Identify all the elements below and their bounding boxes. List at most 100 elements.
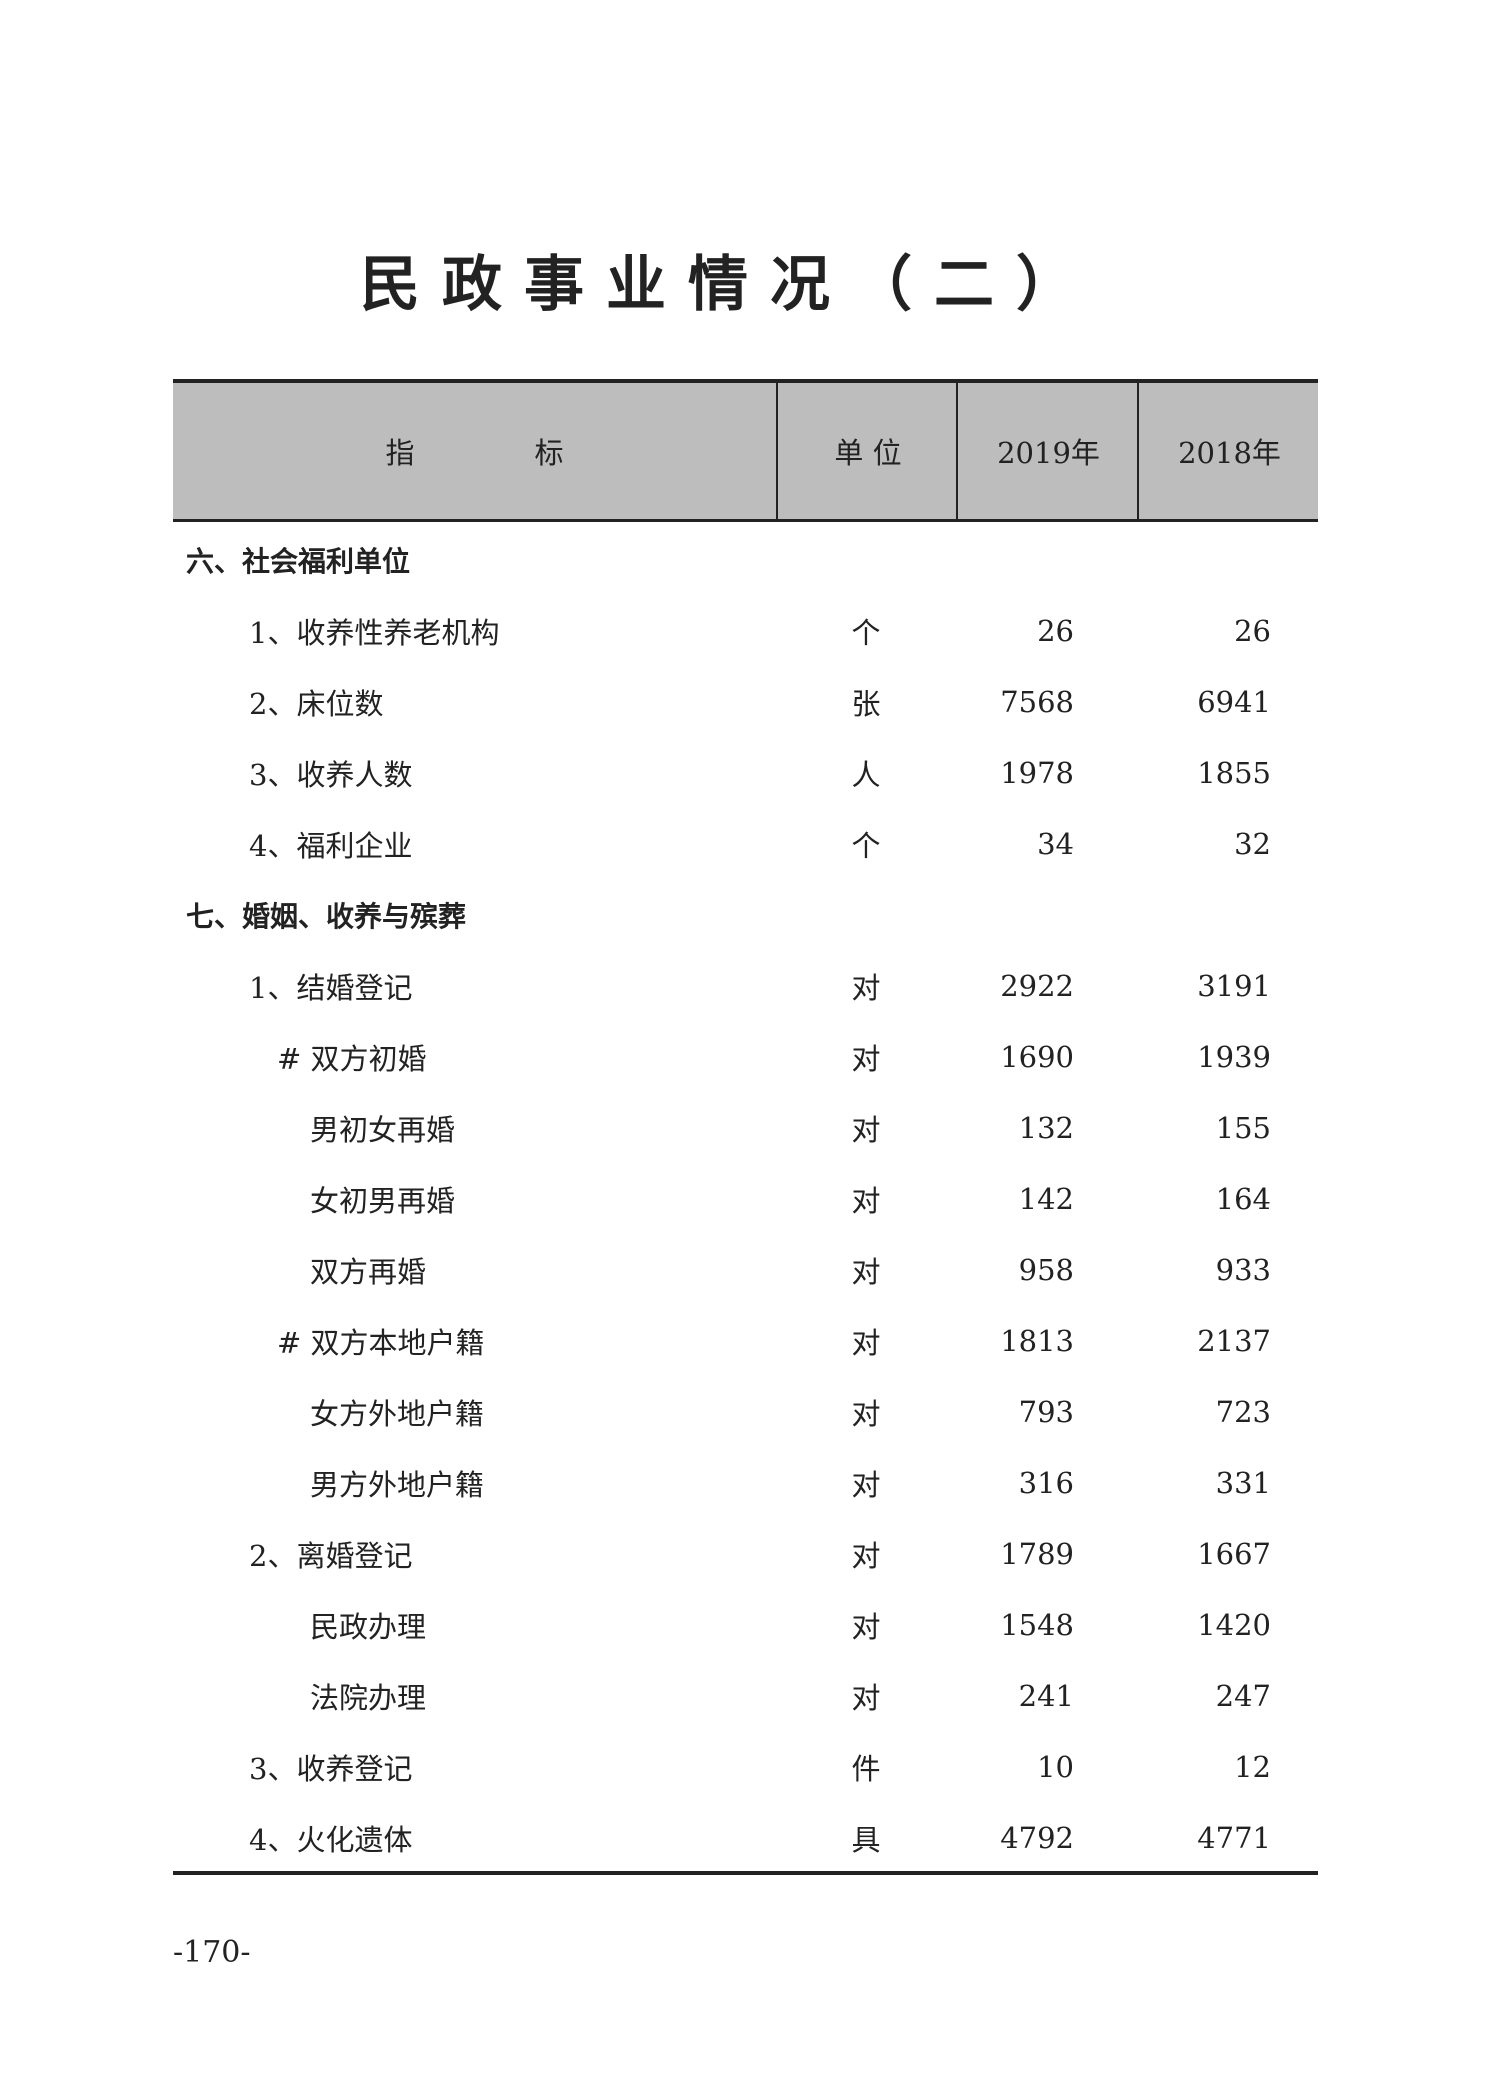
table-row: 1、结婚登记 对 2922 3191	[173, 950, 1318, 1021]
value-2019: 1978	[1000, 755, 1074, 790]
table-row: 4、福利企业 个 34 32	[173, 808, 1318, 879]
table-row: 男方外地户籍 对 316 331	[173, 1447, 1318, 1518]
page-title: 民政事业情况（二）	[360, 250, 1098, 320]
value-2018: 1939	[1197, 1039, 1271, 1074]
row-unit: 具	[851, 1822, 881, 1857]
row-label: 六、社会福利单位	[186, 544, 411, 578]
row-label: 女初男再婚	[310, 1183, 456, 1218]
row-unit: 张	[851, 686, 881, 721]
header-indicator-b: 标	[534, 436, 564, 470]
value-2018: 247	[1215, 1678, 1271, 1713]
table-row: 法院办理 对 241 247	[173, 1660, 1318, 1731]
value-2018: 4771	[1197, 1820, 1271, 1855]
row-unit: 对	[851, 970, 881, 1005]
row-label: 2、床位数	[249, 686, 384, 721]
table-row: 4、火化遗体 具 4792 4771	[173, 1802, 1318, 1873]
row-unit: 个	[851, 828, 881, 863]
table-row: 2、离婚登记 对 1789 1667	[173, 1518, 1318, 1589]
table-row: 3、收养人数 人 1978 1855	[173, 737, 1318, 808]
table-bottom-rule	[173, 1871, 1318, 1875]
row-unit: 个	[851, 615, 881, 650]
row-unit: 对	[851, 1112, 881, 1147]
value-2018: 933	[1215, 1252, 1271, 1287]
row-label: 七、婚姻、收养与殡葬	[186, 899, 467, 933]
row-unit: 对	[851, 1680, 881, 1715]
row-unit: 对	[851, 1609, 881, 1644]
row-label: 法院办理	[310, 1680, 427, 1715]
value-2019: 7568	[1000, 684, 1074, 719]
section-row: 七、婚姻、收养与殡葬	[173, 879, 1318, 950]
row-label: 2、离婚登记	[249, 1538, 413, 1573]
header-year-2018: 2018年	[1137, 383, 1320, 519]
value-2019: 1789	[1000, 1536, 1074, 1571]
row-label: # 双方初婚	[277, 1041, 427, 1076]
row-label: 3、收养人数	[249, 757, 413, 792]
table-row: 民政办理 对 1548 1420	[173, 1589, 1318, 1660]
table-row: 男初女再婚 对 132 155	[173, 1092, 1318, 1163]
value-2018: 12	[1234, 1749, 1271, 1784]
row-label: 1、结婚登记	[249, 970, 413, 1005]
table-row: 2、床位数 张 7568 6941	[173, 666, 1318, 737]
value-2018: 26	[1234, 613, 1271, 648]
value-2019: 142	[1018, 1181, 1074, 1216]
header-year-2019: 2019年	[956, 383, 1139, 519]
row-label: 3、收养登记	[249, 1751, 413, 1786]
table-row: 女初男再婚 对 142 164	[173, 1163, 1318, 1234]
value-2018: 155	[1215, 1110, 1271, 1145]
value-2019: 4792	[1000, 1820, 1074, 1855]
row-label: 民政办理	[310, 1609, 427, 1644]
value-2019: 1548	[1000, 1607, 1074, 1642]
value-2019: 1813	[1000, 1323, 1074, 1358]
value-2019: 132	[1018, 1110, 1074, 1145]
table-row: 女方外地户籍 对 793 723	[173, 1376, 1318, 1447]
table-row: 1、收养性养老机构 个 26 26	[173, 595, 1318, 666]
row-label: 4、福利企业	[249, 828, 413, 863]
row-label: 男方外地户籍	[310, 1467, 485, 1502]
row-unit: 对	[851, 1254, 881, 1289]
row-unit: 对	[851, 1467, 881, 1502]
row-unit: 件	[851, 1751, 881, 1786]
row-unit: 对	[851, 1183, 881, 1218]
value-2018: 2137	[1197, 1323, 1271, 1358]
row-label: 女方外地户籍	[310, 1396, 485, 1431]
row-label: 1、收养性养老机构	[249, 615, 500, 650]
table-row: 双方再婚 对 958 933	[173, 1234, 1318, 1305]
table-row: # 双方初婚 对 1690 1939	[173, 1021, 1318, 1092]
value-2019: 26	[1037, 613, 1074, 648]
value-2018: 331	[1215, 1465, 1271, 1500]
value-2018: 6941	[1197, 684, 1271, 719]
value-2018: 3191	[1197, 968, 1271, 1003]
header-indicator: 指 标	[173, 383, 776, 519]
value-2019: 10	[1037, 1749, 1074, 1784]
value-2019: 2922	[1000, 968, 1074, 1003]
row-label: # 双方本地户籍	[277, 1325, 485, 1360]
value-2018: 1855	[1197, 755, 1271, 790]
value-2019: 958	[1018, 1252, 1074, 1287]
value-2018: 723	[1215, 1394, 1271, 1429]
row-unit: 对	[851, 1041, 881, 1076]
row-label: 双方再婚	[310, 1254, 427, 1289]
header-indicator-a: 指	[385, 436, 415, 470]
row-unit: 人	[851, 757, 881, 792]
header-unit: 单 位	[776, 383, 958, 519]
value-2019: 241	[1018, 1678, 1074, 1713]
page-number: -170-	[173, 1935, 251, 1970]
value-2019: 1690	[1000, 1039, 1074, 1074]
row-unit: 对	[851, 1396, 881, 1431]
value-2018: 1667	[1197, 1536, 1271, 1571]
table-header: 指 标 单 位 2019年 2018年	[173, 379, 1318, 522]
row-unit: 对	[851, 1325, 881, 1360]
value-2018: 1420	[1197, 1607, 1271, 1642]
value-2019: 316	[1018, 1465, 1074, 1500]
value-2019: 793	[1018, 1394, 1074, 1429]
statistics-table: 指 标 单 位 2019年 2018年 六、社会福利单位 1、收养性养老机构个 26…	[173, 379, 1318, 1873]
section-row: 六、社会福利单位	[173, 524, 1318, 595]
table-row: 3、收养登记 件 10 12	[173, 1731, 1318, 1802]
row-label: 4、火化遗体	[249, 1822, 413, 1857]
table-row: # 双方本地户籍 对 1813 2137	[173, 1305, 1318, 1376]
value-2018: 164	[1215, 1181, 1271, 1216]
row-unit: 对	[851, 1538, 881, 1573]
row-label: 男初女再婚	[310, 1112, 456, 1147]
value-2019: 34	[1037, 826, 1074, 861]
value-2018: 32	[1234, 826, 1271, 861]
